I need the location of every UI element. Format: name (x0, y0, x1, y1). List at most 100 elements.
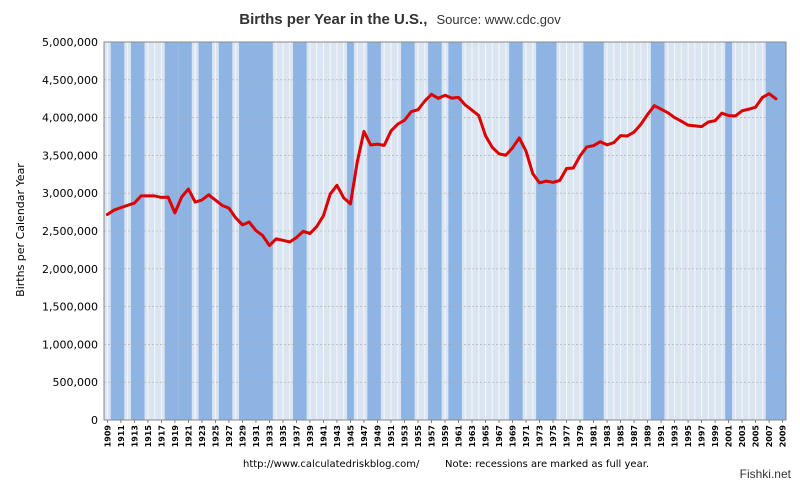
x-tick-label: 1923 (198, 425, 207, 447)
data-point (599, 140, 602, 143)
data-point (484, 134, 487, 137)
data-point (707, 120, 710, 124)
data-point (632, 130, 636, 134)
data-point (457, 96, 460, 99)
x-tick-label: 1941 (319, 425, 328, 448)
data-point (133, 201, 136, 205)
x-tick-label: 1935 (279, 425, 288, 448)
data-point (315, 225, 318, 228)
data-point (740, 109, 744, 112)
x-tick-label: 1937 (292, 425, 301, 447)
data-point (254, 229, 258, 232)
data-point (437, 97, 440, 100)
data-point (200, 198, 204, 202)
recession-band (347, 42, 354, 420)
data-point (646, 113, 649, 116)
recession-band (164, 42, 179, 420)
x-tick-label: 1995 (684, 425, 693, 448)
recession-band (367, 42, 381, 420)
x-tick-label: 1947 (360, 425, 369, 447)
y-tick-label: 3,500,000 (42, 149, 98, 162)
data-point (639, 123, 643, 126)
x-tick-label: 1909 (103, 425, 112, 448)
data-point (774, 97, 778, 101)
y-tick-label: 2,000,000 (42, 263, 98, 276)
chart-title: Births per Year in the U.S., Source: www… (239, 9, 561, 28)
x-tick-label: 1961 (455, 425, 464, 448)
x-tick-label: 1989 (644, 425, 653, 448)
data-point (376, 142, 379, 146)
data-point (693, 124, 697, 128)
data-point (146, 194, 150, 198)
x-axis-ticks: 1909 1911 1913 1915 1917 1919 1921 1923 1925 1927… (103, 420, 788, 448)
x-tick-label: 1991 (657, 425, 666, 448)
data-point (119, 206, 123, 209)
footer-note: Note: recessions are marked as full year… (445, 459, 649, 470)
data-point (403, 119, 406, 122)
data-point (274, 237, 278, 241)
x-tick-label: 1953 (400, 425, 409, 447)
data-point (112, 208, 116, 212)
x-tick-label: 1929 (238, 425, 247, 448)
data-point (700, 125, 703, 128)
x-tick-label: 1955 (414, 425, 423, 448)
data-point (187, 187, 190, 191)
data-point (362, 130, 366, 133)
data-point (524, 149, 528, 153)
y-tick-label: 3,000,000 (42, 187, 98, 200)
data-point (389, 129, 393, 133)
data-point (653, 104, 656, 107)
data-point (619, 134, 622, 137)
data-point (247, 220, 251, 224)
x-tick-label: 1919 (171, 425, 180, 448)
data-point (592, 144, 595, 147)
data-point (713, 119, 717, 122)
x-tick-label: 1963 (468, 425, 477, 447)
x-tick-label: 1999 (711, 425, 720, 448)
data-point (349, 202, 352, 206)
x-tick-label: 1957 (427, 425, 436, 447)
data-point (767, 92, 771, 95)
y-tick-label: 1,500,000 (42, 301, 98, 314)
data-point (680, 119, 683, 123)
data-point (342, 196, 345, 200)
data-point (605, 143, 609, 147)
data-point (193, 200, 197, 204)
x-tick-label: 1915 (144, 425, 153, 448)
data-point (214, 198, 217, 202)
data-point (106, 213, 109, 216)
data-point (518, 136, 521, 140)
x-tick-label: 1951 (387, 425, 396, 448)
data-point (511, 146, 514, 150)
y-tick-label: 0 (91, 414, 98, 427)
data-point (126, 204, 129, 207)
data-point (220, 204, 224, 207)
x-tick-label: 1927 (225, 425, 234, 447)
data-point (139, 194, 143, 198)
data-point (322, 214, 325, 217)
x-tick-label: 2003 (738, 425, 747, 447)
data-point (612, 141, 616, 144)
recession-band (293, 42, 307, 420)
recession-band (765, 42, 786, 420)
x-tick-label: 1965 (482, 425, 491, 448)
x-tick-label: 1949 (373, 425, 382, 448)
x-tick-label: 2009 (779, 425, 788, 448)
data-point (761, 96, 764, 99)
data-point (423, 99, 426, 103)
data-point (241, 223, 244, 227)
x-tick-label: 1981 (590, 425, 599, 448)
chart-title-main: Births per Year in the U.S., (239, 11, 427, 28)
data-point (464, 103, 467, 107)
data-point (301, 230, 305, 233)
data-point (383, 144, 386, 147)
data-point (329, 192, 332, 196)
x-tick-label: 1975 (549, 425, 558, 448)
data-point (551, 181, 555, 184)
x-tick-label: 1983 (603, 425, 612, 447)
data-point (754, 105, 757, 109)
data-point (180, 195, 183, 199)
x-tick-label: 1921 (184, 425, 193, 448)
y-tick-label: 1,000,000 (42, 338, 98, 351)
